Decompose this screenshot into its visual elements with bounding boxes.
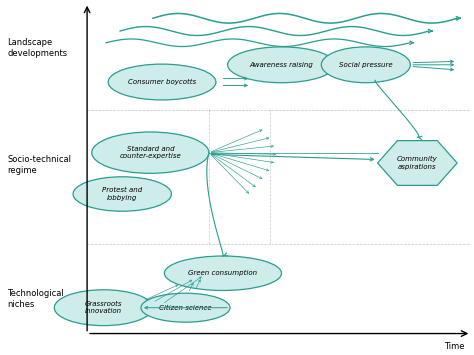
Ellipse shape	[164, 256, 282, 290]
Ellipse shape	[321, 47, 410, 83]
Text: Technological
niches: Technological niches	[8, 289, 64, 309]
Polygon shape	[377, 141, 457, 185]
Text: Protest and
lobbying: Protest and lobbying	[102, 187, 142, 201]
Ellipse shape	[141, 293, 230, 322]
Text: Green consumption: Green consumption	[188, 270, 257, 276]
Text: Citizen science: Citizen science	[159, 305, 212, 311]
Text: Awareness raising: Awareness raising	[250, 62, 313, 68]
Text: Grassroots
innovation: Grassroots innovation	[85, 301, 122, 315]
Text: Community
aspirations: Community aspirations	[397, 156, 438, 170]
Ellipse shape	[108, 64, 216, 100]
Text: Consumer boycotts: Consumer boycotts	[128, 79, 196, 85]
Ellipse shape	[92, 132, 209, 173]
Ellipse shape	[55, 290, 153, 326]
Text: Social pressure: Social pressure	[339, 62, 392, 68]
Ellipse shape	[228, 47, 336, 83]
Text: Landscape
developments: Landscape developments	[8, 38, 68, 58]
Text: Time: Time	[444, 342, 464, 351]
Text: Standard and
counter-expertise: Standard and counter-expertise	[119, 146, 181, 159]
Text: Socio-technical
regime: Socio-technical regime	[8, 155, 72, 175]
Ellipse shape	[73, 177, 172, 211]
